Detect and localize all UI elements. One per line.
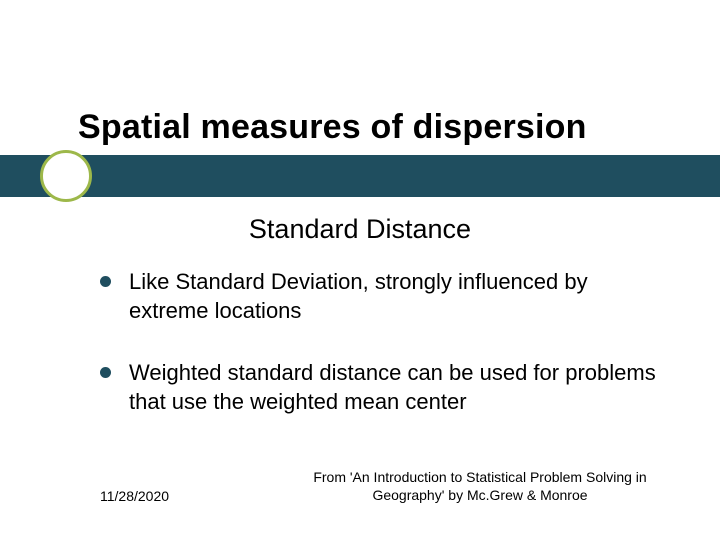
decorative-band — [0, 155, 720, 197]
list-item: Weighted standard distance can be used f… — [100, 359, 660, 416]
list-item: Like Standard Deviation, strongly influe… — [100, 268, 660, 325]
bullet-icon — [100, 276, 111, 287]
slide-footer: 11/28/2020 From 'An Introduction to Stat… — [100, 468, 670, 504]
decorative-circle — [40, 150, 92, 202]
slide-title: Spatial measures of dispersion — [78, 108, 680, 147]
bullet-icon — [100, 367, 111, 378]
footer-source: From 'An Introduction to Statistical Pro… — [290, 468, 670, 504]
bullet-list: Like Standard Deviation, strongly influe… — [100, 268, 660, 450]
slide: Spatial measures of dispersion Standard … — [0, 0, 720, 540]
bullet-text: Like Standard Deviation, strongly influe… — [129, 268, 660, 325]
slide-subtitle: Standard Distance — [0, 214, 720, 245]
title-area: Spatial measures of dispersion — [78, 108, 680, 147]
bullet-text: Weighted standard distance can be used f… — [129, 359, 660, 416]
footer-date: 11/28/2020 — [100, 488, 169, 504]
